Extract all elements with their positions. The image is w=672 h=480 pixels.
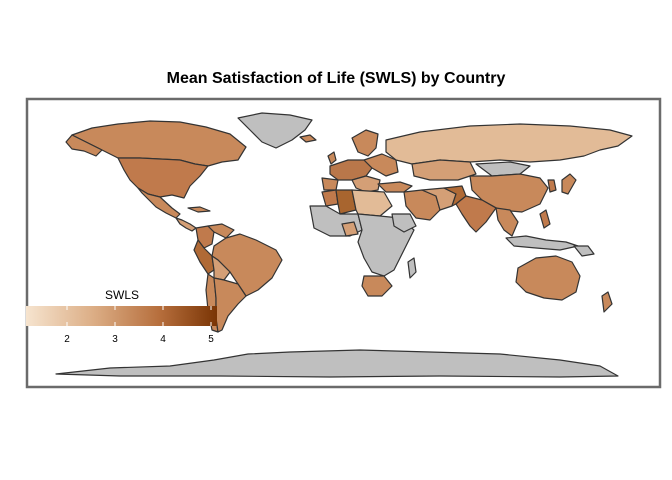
country-australia: [515, 255, 581, 301]
country-japan: [561, 173, 577, 195]
country-kazakhstan: [411, 159, 477, 181]
country-usa: [117, 157, 209, 199]
country-iceland: [299, 134, 317, 143]
country-greenland: [237, 112, 313, 149]
country-korea: [547, 179, 557, 193]
legend-title: SWLS: [104, 288, 139, 302]
country-central-america: [175, 217, 197, 232]
legend-tick-2: 2: [64, 334, 70, 345]
legend-tick-5: 5: [208, 334, 214, 345]
legend-tick-3: 3: [112, 334, 118, 345]
country-uk: [327, 151, 337, 165]
country-venezuela: [207, 223, 235, 239]
legend-colorbar: [26, 306, 217, 326]
country-peru: [193, 239, 215, 275]
country-mongolia: [475, 161, 531, 177]
legend: [26, 306, 217, 326]
continent-antarctica: [55, 349, 619, 378]
country-scandinavia: [351, 129, 379, 157]
country-india: [455, 195, 497, 233]
legend-tick-4: 4: [160, 334, 166, 345]
country-png: [573, 245, 595, 257]
country-alaska: [65, 134, 103, 157]
country-eastern-europe: [363, 153, 399, 177]
country-south-africa: [361, 275, 393, 297]
country-italy-balkans: [351, 175, 381, 193]
country-turkey: [377, 181, 413, 193]
country-iberia: [321, 177, 339, 191]
country-cuba: [187, 206, 211, 213]
country-philippines: [539, 209, 551, 229]
country-madagascar: [407, 257, 417, 279]
map-title: Mean Satisfaction of Life (SWLS) by Coun…: [166, 70, 506, 87]
country-algeria: [335, 189, 357, 215]
country-ethiopia: [391, 213, 417, 233]
country-southeast-asia: [495, 207, 519, 237]
country-new-zealand: [601, 291, 613, 313]
country-nigeria: [341, 221, 359, 237]
country-china: [469, 173, 549, 213]
